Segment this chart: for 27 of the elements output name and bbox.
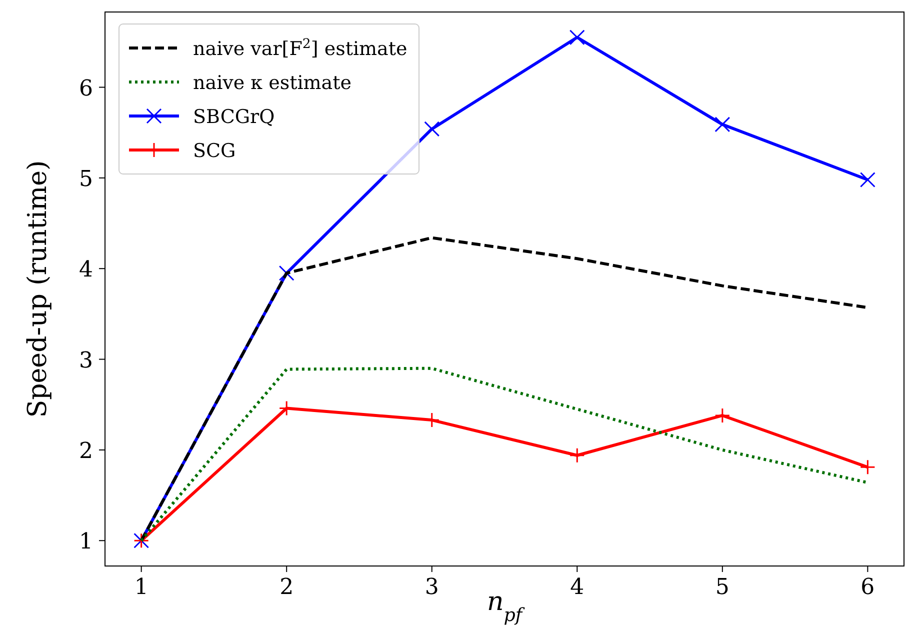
- point: [714, 408, 730, 424]
- point: [860, 172, 876, 188]
- legend-label: naive var[F$^{2}$] estimate: [193, 36, 408, 60]
- legend-label: SCG: [193, 140, 236, 162]
- point: [860, 459, 876, 475]
- point: [424, 121, 440, 137]
- x-axis-title: n$_{pf}$: [486, 587, 526, 626]
- y-tick-label: 5: [79, 166, 93, 192]
- point: [424, 412, 440, 428]
- x-tick-label: 1: [134, 575, 148, 600]
- y-tick-label: 3: [79, 348, 93, 374]
- point: [714, 116, 730, 132]
- point: [569, 448, 585, 464]
- legend-label: naive κ estimate: [193, 72, 352, 94]
- y-tick-label: 6: [79, 76, 93, 102]
- x-tick-label: 4: [570, 575, 584, 600]
- x-tick-label: 3: [424, 575, 439, 600]
- x-tick-label: 6: [860, 575, 875, 600]
- legend-label: SBCGrQ: [193, 106, 275, 128]
- y-axis-title: Speed-up (runtime): [23, 160, 53, 418]
- y-tick-label: 1: [79, 530, 93, 555]
- y-tick-label: 2: [79, 438, 93, 464]
- point: [569, 30, 585, 46]
- x-tick-label: 5: [715, 575, 730, 600]
- point: [278, 265, 294, 281]
- y-tick-label: 4: [79, 258, 93, 283]
- x-tick-label: 2: [280, 575, 294, 600]
